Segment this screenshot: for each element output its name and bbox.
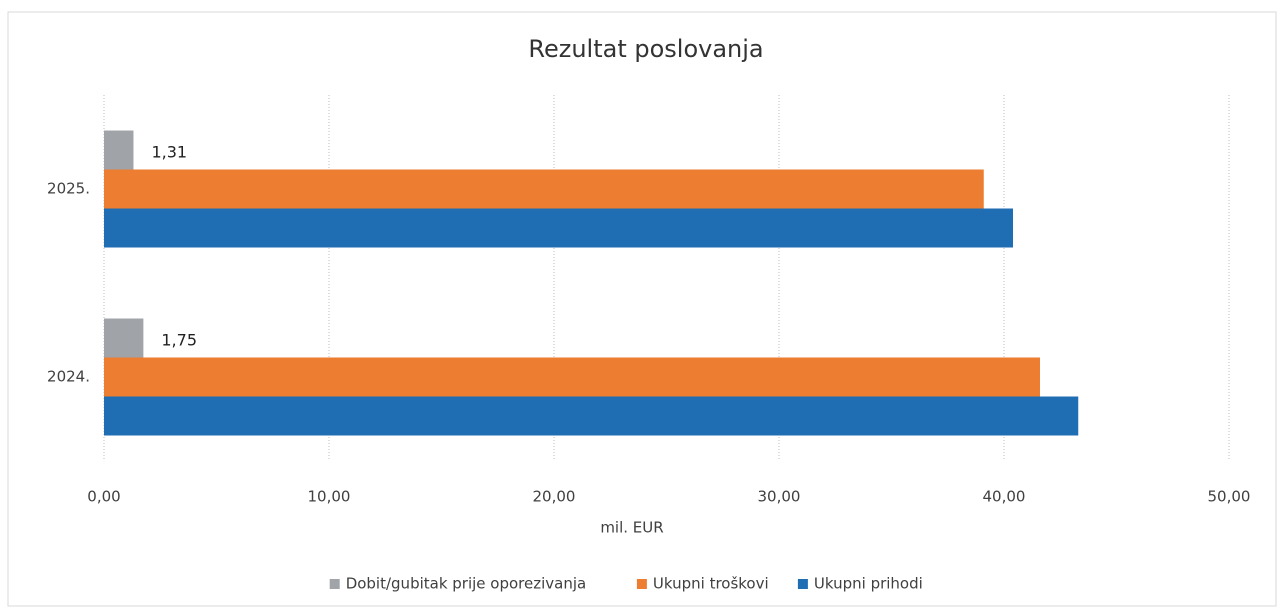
- chart-title: Rezultat poslovanja: [528, 35, 763, 63]
- legend-swatch: [797, 579, 808, 589]
- x-tick-label: 30,00: [758, 488, 801, 506]
- legend-label: Dobit/gubitak prije oporezivanja: [346, 575, 587, 593]
- bar: [104, 208, 1013, 248]
- legend-label: Ukupni prihodi: [814, 575, 923, 593]
- data-label: 1,75: [161, 331, 197, 350]
- chart-frame: [7, 11, 1277, 607]
- legend-label: Ukupni troškovi: [653, 575, 769, 593]
- x-tick-label: 0,00: [87, 488, 120, 506]
- bar: [104, 318, 144, 358]
- x-tick-label: 40,00: [983, 488, 1026, 506]
- bar: [104, 396, 1079, 436]
- y-tick-label: 2024.: [47, 368, 90, 386]
- legend-swatch: [636, 579, 647, 589]
- bar: [104, 357, 1040, 397]
- x-tick-label: 50,00: [1208, 488, 1251, 506]
- x-axis-title: mil. EUR: [600, 519, 663, 537]
- x-tick-label: 10,00: [308, 488, 351, 506]
- bar: [104, 169, 984, 209]
- y-tick-label: 2025.: [47, 180, 90, 198]
- x-tick-label: 20,00: [533, 488, 576, 506]
- bar: [104, 130, 134, 170]
- legend-swatch: [329, 579, 340, 589]
- data-label: 1,31: [151, 143, 187, 162]
